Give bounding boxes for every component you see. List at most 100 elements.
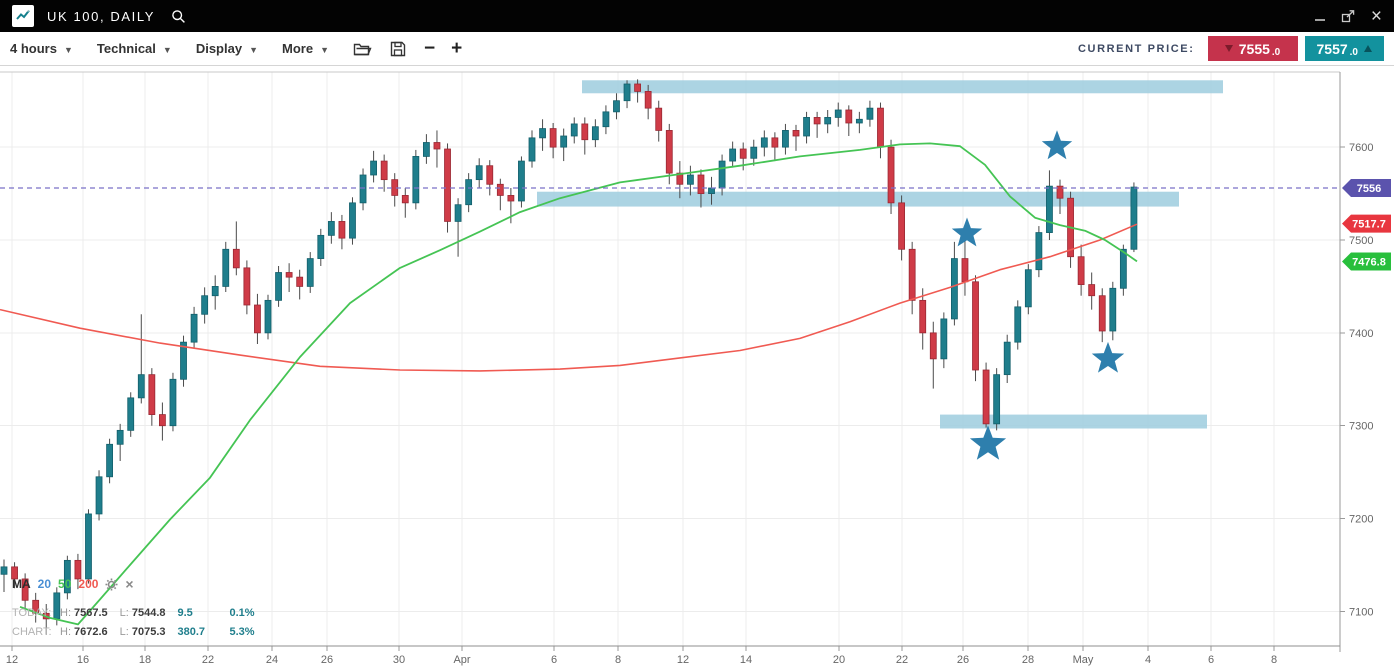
candle-up [855, 118, 863, 124]
zone-rectangle[interactable] [537, 191, 1179, 207]
buy-price-button[interactable]: 7557 .0 [1304, 36, 1384, 61]
x-axis-label: 22 [202, 654, 214, 666]
candle-down [919, 299, 927, 334]
x-axis-label: 26 [957, 654, 969, 666]
timeframe-label: 4 hours [10, 41, 57, 56]
candle-down [1056, 185, 1064, 199]
candle-up [1130, 186, 1138, 250]
candle-up [803, 117, 810, 137]
x-axis-label: 4 [1145, 654, 1151, 666]
candle-down [433, 142, 441, 150]
candle-up [211, 286, 219, 297]
candle-down [444, 148, 451, 222]
minimize-button[interactable] [1314, 10, 1326, 22]
x-axis-label: 30 [393, 654, 405, 666]
candle-up [539, 128, 546, 139]
popout-button[interactable] [1341, 9, 1356, 23]
star-icon[interactable] [1091, 341, 1125, 373]
x-axis-label: Apr [453, 654, 470, 666]
price-tag [1342, 178, 1391, 197]
y-axis-label: 7600 [1349, 142, 1373, 154]
x-axis-label: 18 [139, 654, 151, 666]
low-prefix: L: [119, 606, 129, 619]
search-icon[interactable] [171, 9, 186, 24]
ma-remove-icon[interactable]: × [125, 576, 134, 592]
star-icon[interactable] [951, 217, 983, 247]
candle-up [116, 429, 124, 445]
candle-up [570, 123, 578, 137]
price-tag-label: 7556 [1357, 183, 1381, 195]
chevron-down-icon: ▼ [63, 44, 73, 55]
technical-label: Technical [96, 41, 156, 56]
candle-down [845, 109, 853, 124]
candle-up [687, 174, 694, 185]
app-logo-icon [12, 5, 34, 27]
x-axis-label: 8 [615, 654, 621, 666]
y-axis-label: 7100 [1349, 606, 1373, 618]
chart-area[interactable]: 7600 7500 7400 7300 7200 7100 12 16 18 22 24 26 30 Ap… [0, 66, 1394, 671]
star-annotations[interactable] [951, 130, 1125, 460]
timeframe-dropdown[interactable]: 4 hours ▼ [10, 41, 73, 56]
arrow-down-icon [1224, 45, 1233, 52]
candle-up [412, 156, 420, 204]
ma-period-20: 20 [37, 577, 52, 591]
candle-down [486, 165, 494, 185]
candle-up [1024, 269, 1032, 308]
candle-up [349, 202, 356, 239]
today-range: 9.5 [177, 606, 193, 619]
grid-and-axes: 7600 7500 7400 7300 7200 7100 12 16 18 22 24 26 30 Ap… [0, 71, 1373, 666]
candle-up [951, 258, 958, 320]
candle-down [982, 369, 990, 425]
buy-price: 7557 [1316, 40, 1348, 57]
open-folder-icon[interactable] [353, 41, 372, 56]
candle-up [708, 187, 715, 194]
indicator-legend: MA 20 50 200 × [12, 576, 282, 639]
candle-up [760, 137, 768, 148]
candle-up [1046, 185, 1053, 233]
save-icon[interactable] [390, 41, 406, 57]
chart-percent: 5.3% [229, 625, 255, 638]
zoom-out-button[interactable]: − [423, 37, 436, 59]
candlestick-chart[interactable]: 7600 7500 7400 7300 7200 7100 12 16 18 22 24 26 30 Ap… [0, 66, 1394, 671]
arrow-up-icon [1364, 45, 1372, 52]
candle-down [496, 183, 504, 196]
ma-period-50: 50 [58, 577, 72, 591]
candle-up [1035, 232, 1043, 271]
candle-down [148, 374, 156, 415]
star-icon[interactable] [969, 425, 1007, 460]
candle-down [232, 248, 240, 269]
candle-down [285, 272, 293, 278]
window-controls: × [1314, 7, 1382, 26]
star-icon[interactable] [1041, 130, 1073, 160]
candle-up [180, 341, 187, 380]
candle-down [877, 107, 884, 148]
candle-down [676, 172, 684, 185]
chevron-down-icon: ▼ [249, 44, 258, 55]
x-axis-label: 24 [266, 654, 278, 666]
candle-up [422, 142, 430, 157]
zoom-in-button[interactable]: + [451, 37, 463, 59]
chart-low: 7075.3 [131, 625, 166, 638]
candle-down [338, 221, 346, 239]
candle-up [1003, 341, 1011, 376]
chart-stats-row: CHART: H: 7672.6 L: 7075.3 380.7 5.3% [12, 624, 282, 639]
display-dropdown[interactable]: Display ▼ [196, 41, 258, 56]
candle-up [560, 135, 568, 148]
candle-down [507, 195, 515, 202]
candle-up [591, 126, 599, 141]
candle-down [908, 248, 916, 301]
zone-rectangle[interactable] [940, 414, 1207, 429]
candle-down [813, 117, 821, 125]
ma-settings-gear-icon[interactable] [105, 578, 118, 591]
chart-toolbar: 4 hours ▼ Technical ▼ Display ▼ More ▼ [0, 32, 1394, 66]
high-prefix: H: [60, 625, 71, 638]
more-dropdown[interactable]: More ▼ [282, 41, 329, 56]
close-button[interactable]: × [1370, 5, 1382, 27]
sell-price-button[interactable]: 7555 .0 [1207, 36, 1298, 61]
candle-up [306, 258, 314, 287]
price-tags: 7556 7517.7 7476.8 [1342, 178, 1391, 271]
candle-up [518, 160, 525, 202]
technical-dropdown[interactable]: Technical ▼ [97, 41, 172, 56]
zone-rectangle[interactable] [582, 80, 1223, 94]
